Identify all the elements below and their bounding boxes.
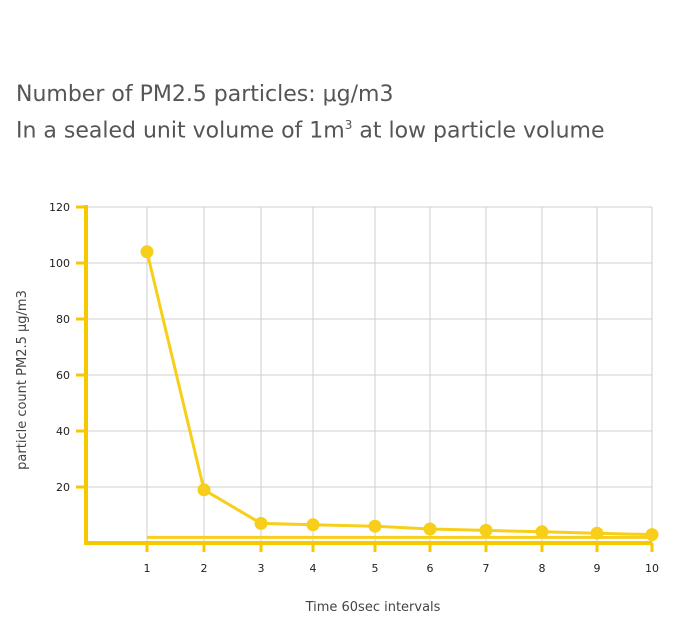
x-tick-label: 5 (372, 562, 379, 575)
title-line-2-text: In a sealed unit volume of 1m (16, 118, 345, 144)
x-tick-labels: 1 2 3 4 5 6 7 8 9 10 (144, 562, 660, 575)
axes (76, 205, 654, 552)
data-point (645, 528, 659, 542)
y-tick-label: 40 (56, 425, 70, 438)
data-point (368, 519, 382, 533)
data-point (590, 526, 604, 540)
data-point (197, 483, 211, 497)
title-superscript: 3 (344, 118, 353, 132)
title-line-2: In a sealed unit volume of 1m3 at low pa… (16, 110, 605, 146)
gridlines (86, 206, 653, 543)
data-point (423, 522, 437, 536)
y-axis-label: particle count PM2.5 μg/m3 (15, 290, 30, 470)
x-tick-label: 7 (483, 562, 490, 575)
series-line (145, 251, 653, 537)
y-tick-label: 120 (49, 201, 70, 214)
series-lines (145, 251, 653, 539)
title-line-2-suffix: at low particle volume (352, 118, 605, 144)
data-point (140, 245, 154, 259)
x-tick-label: 3 (258, 562, 265, 575)
data-point (479, 523, 493, 537)
y-tick-labels: 20 40 60 80 100 120 (49, 201, 70, 494)
x-tick-label: 4 (310, 562, 317, 575)
chart-title: Number of PM2.5 particles: μg/m3 In a se… (16, 80, 605, 146)
title-line-1: Number of PM2.5 particles: μg/m3 (16, 82, 394, 107)
x-tick-label: 2 (201, 562, 208, 575)
x-tick-label: 9 (594, 562, 601, 575)
x-tick-label: 6 (427, 562, 434, 575)
x-axis-label: Time 60sec intervals (305, 600, 441, 615)
series-points (140, 245, 659, 542)
x-tick-label: 8 (539, 562, 546, 575)
data-point (535, 525, 549, 539)
x-tick-label: 10 (645, 562, 659, 575)
y-tick-label: 20 (56, 481, 70, 494)
y-tick-label: 100 (49, 257, 70, 270)
data-point (306, 518, 320, 532)
y-tick-label: 60 (56, 369, 70, 382)
y-tick-label: 80 (56, 313, 70, 326)
data-point (254, 516, 268, 530)
x-tick-label: 1 (144, 562, 151, 575)
